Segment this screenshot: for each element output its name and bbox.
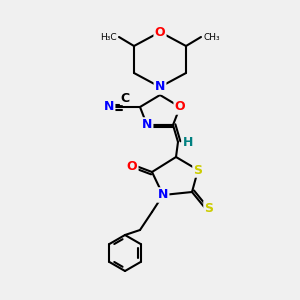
Text: O: O: [155, 26, 165, 38]
Text: H: H: [183, 136, 193, 148]
Text: N: N: [142, 118, 152, 131]
Text: O: O: [127, 160, 137, 172]
Text: C: C: [120, 92, 130, 104]
Text: N: N: [155, 80, 165, 94]
Text: H₃C: H₃C: [100, 32, 117, 41]
Text: N: N: [158, 188, 168, 202]
Text: CH₃: CH₃: [203, 32, 220, 41]
Text: S: S: [205, 202, 214, 214]
Text: N: N: [104, 100, 114, 113]
Text: S: S: [194, 164, 202, 176]
Text: O: O: [175, 100, 185, 113]
